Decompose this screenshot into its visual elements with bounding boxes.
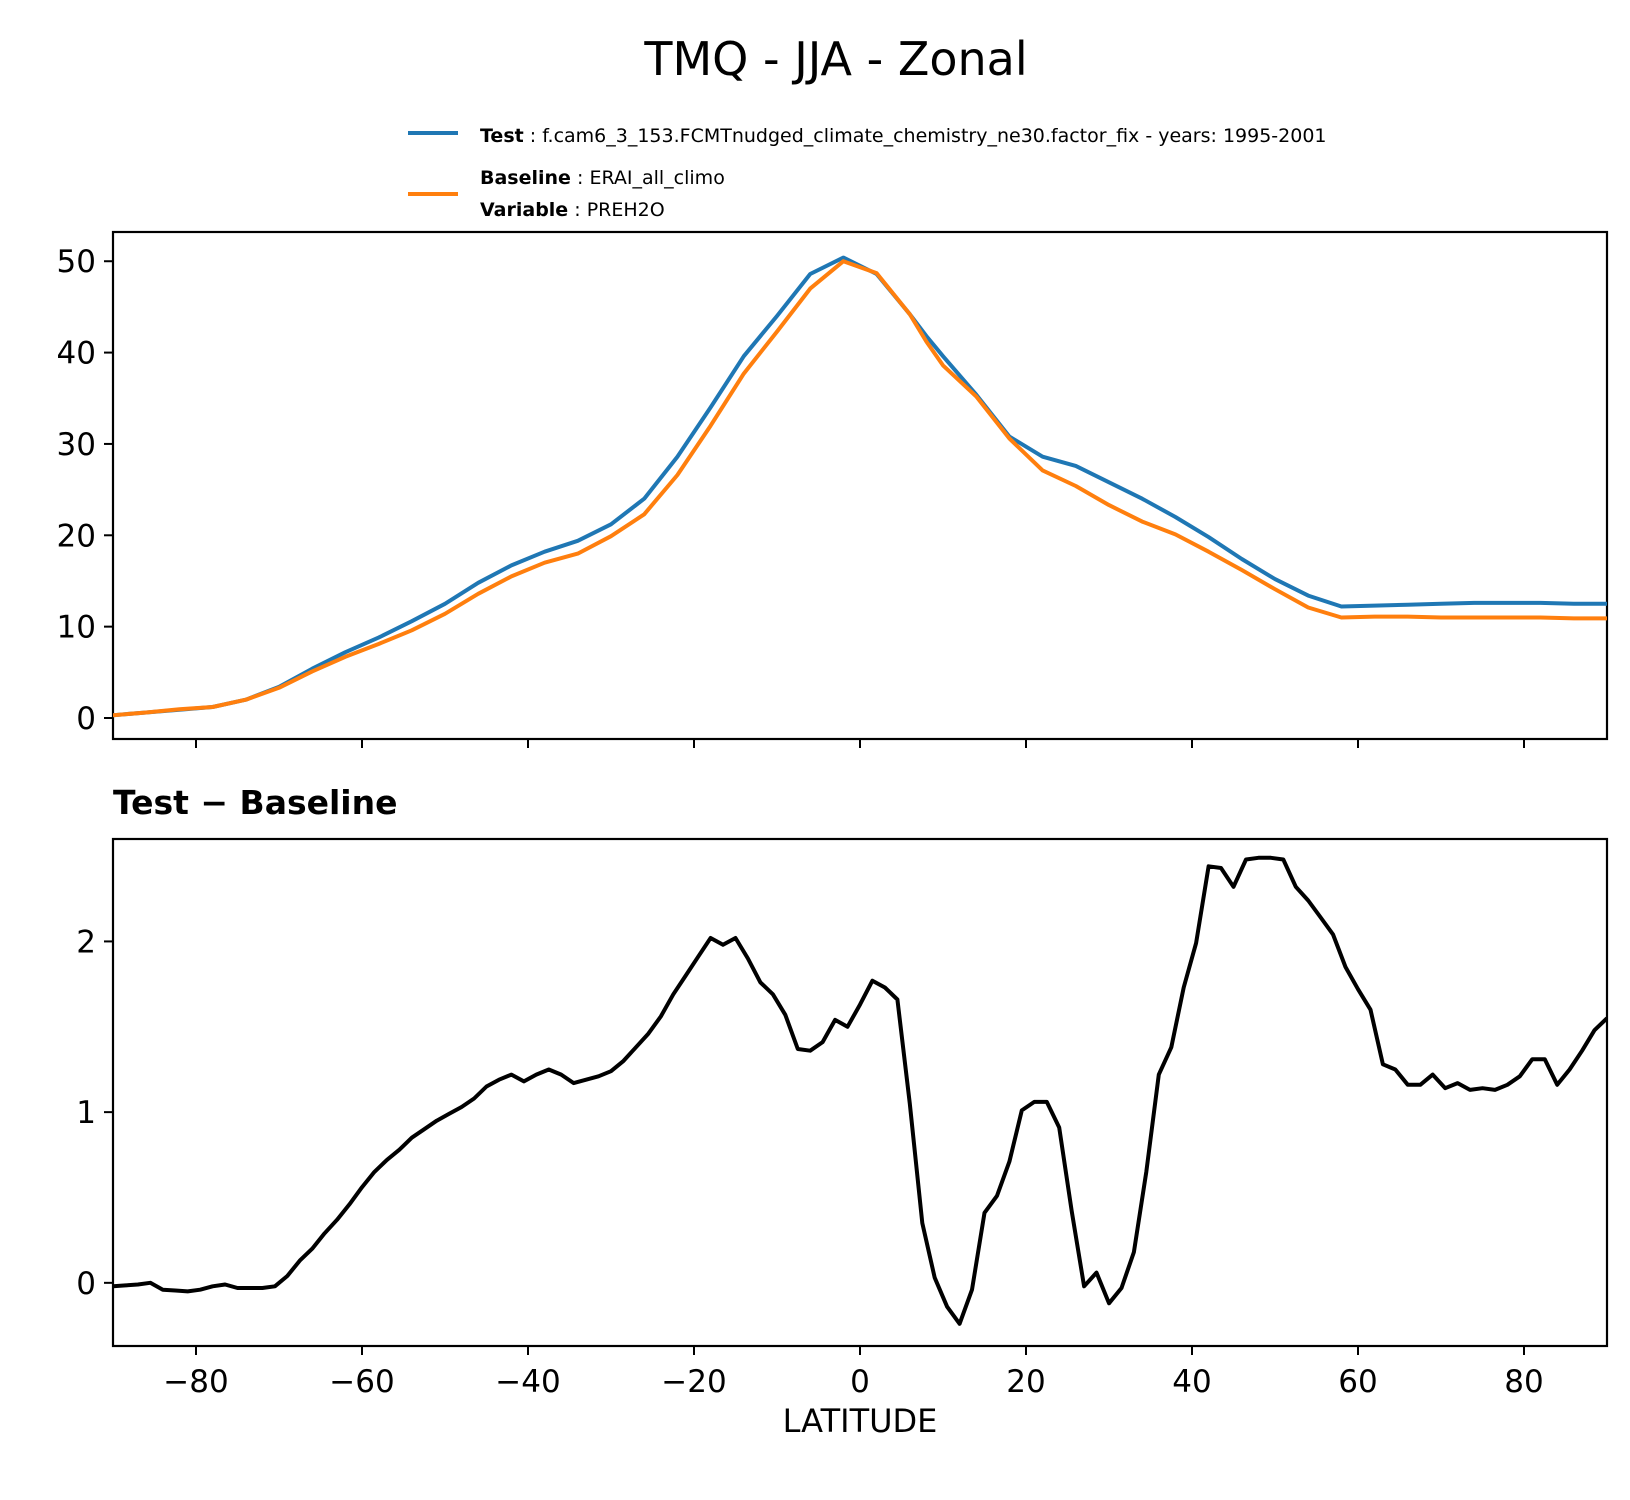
bottom-ytick-label: 1 — [76, 1095, 96, 1131]
xtick-label: 40 — [1172, 1364, 1211, 1400]
xtick-label: 60 — [1338, 1364, 1377, 1400]
series-line-baseline — [113, 259, 1607, 718]
xtick-label: −20 — [661, 1364, 726, 1400]
xtick-label: −80 — [163, 1364, 228, 1400]
x-axis-label: LATITUDE — [783, 1402, 938, 1440]
bottom-panel-title: Test − Baseline — [113, 783, 398, 822]
xtick-label: 80 — [1504, 1364, 1543, 1400]
xtick-label: −60 — [329, 1364, 394, 1400]
xtick-label: 0 — [850, 1364, 870, 1400]
legend-variable-label: Variable : PREH2O — [480, 199, 665, 221]
series-line-test — [113, 255, 1607, 718]
xtick-label: −40 — [495, 1364, 560, 1400]
bottom-ytick-label: 0 — [76, 1266, 96, 1302]
top-ytick-label: 40 — [57, 336, 96, 372]
top-ytick-label: 30 — [57, 427, 96, 463]
bottom-panel: 0 1 2 −80 −60 −40 −20 0 20 40 60 80 — [76, 837, 1609, 1400]
xtick-label: 20 — [1006, 1364, 1045, 1400]
top-ytick-label: 50 — [57, 244, 96, 280]
top-ytick-label: 10 — [57, 610, 96, 646]
legend: Test : f.cam6_3_153.FCMTnudged_climate_c… — [408, 125, 1327, 221]
top-panel-frame — [111, 230, 1609, 741]
series-line-test-baseline — [113, 855, 1607, 1326]
top-panel: 0 10 20 30 40 50 — [57, 230, 1609, 748]
legend-baseline-label: Baseline : ERAI_all_climo — [480, 167, 725, 189]
top-ytick-label: 20 — [57, 518, 96, 554]
bottom-panel-frame — [111, 837, 1609, 1348]
legend-test-label: Test : f.cam6_3_153.FCMTnudged_climate_c… — [480, 125, 1327, 147]
chart-title: TMQ - JJA - Zonal — [643, 32, 1027, 86]
bottom-ytick-label: 2 — [76, 924, 96, 960]
top-ytick-label: 0 — [76, 701, 96, 737]
